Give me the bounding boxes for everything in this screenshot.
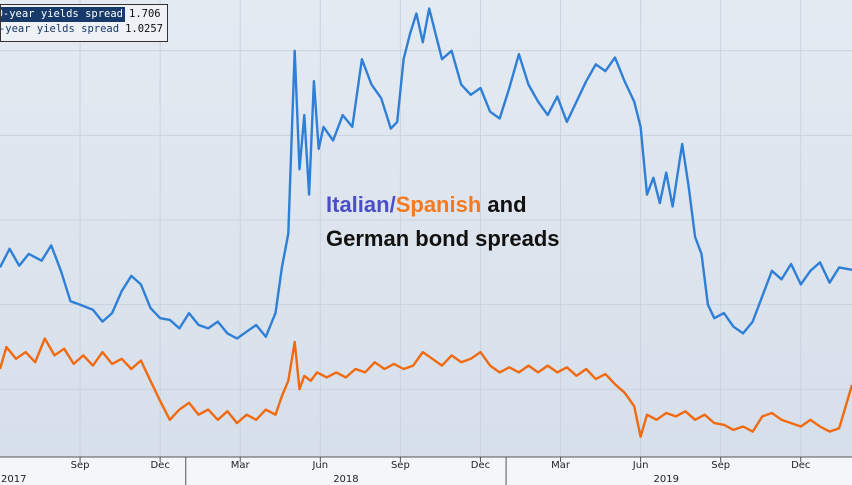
- legend-value-spain: 1.0257: [125, 22, 163, 37]
- x-tick-label-8: Sep: [711, 460, 730, 471]
- x-tick-label-0: Sep: [71, 460, 90, 471]
- x-tick-label-9: Dec: [791, 460, 810, 471]
- annotation-and: and: [481, 192, 526, 217]
- x-year-label-2017: 2017: [1, 474, 26, 485]
- x-tick-label-2: Mar: [231, 460, 251, 471]
- x-year-label-2019: 2019: [653, 474, 678, 485]
- chart-container: Sep Dec Mar Jun Sep Dec Mar Jun Sep Dec 2017 2018 20…: [0, 0, 852, 485]
- x-tick-label-6: Mar: [551, 460, 571, 471]
- x-tick-label-3: Jun: [311, 460, 328, 471]
- x-tick-label-5: Dec: [471, 460, 490, 471]
- legend-label-italy: Italy 10-year yields spread: [1, 7, 125, 22]
- x-tick-label-4: Sep: [391, 460, 410, 471]
- x-tick-label-1: Dec: [150, 460, 169, 471]
- x-year-label-2018: 2018: [333, 474, 358, 485]
- legend-row-spain: Spain/Germany 10-year yields spread 1.02…: [1, 22, 163, 37]
- annotation-italian: Italian: [326, 192, 390, 217]
- x-tick-label-7: Jun: [632, 460, 649, 471]
- legend-label-spain: Spain/Germany 10-year yields spread: [1, 22, 121, 37]
- legend-value-italy: 1.706: [129, 7, 161, 22]
- annotation-spanish: Spanish: [396, 192, 482, 217]
- chart-annotation: Italian/Spanish and German bond spreads: [326, 188, 560, 256]
- annotation-line-1: Italian/Spanish and: [326, 188, 560, 222]
- legend-row-italy: Italy 10-year yields spread 1.706: [1, 7, 163, 22]
- legend: Italy 10-year yields spread 1.706 Spain/…: [0, 4, 168, 42]
- annotation-line-2: German bond spreads: [326, 222, 560, 256]
